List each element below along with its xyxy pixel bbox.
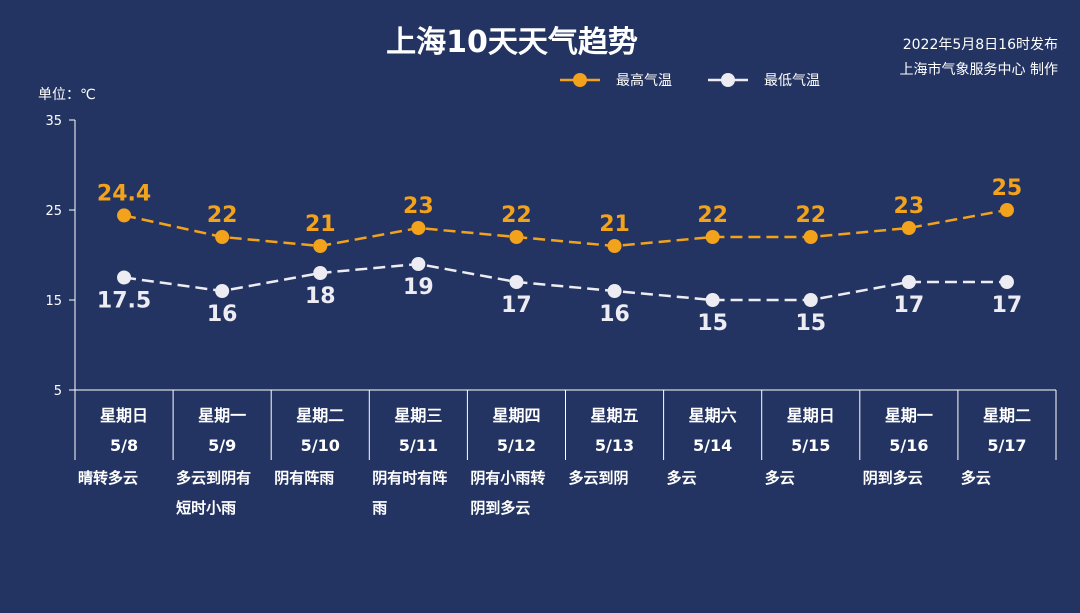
data-label-high: 25 xyxy=(992,176,1023,201)
category-day: 星期四 xyxy=(492,406,540,425)
data-label-low: 17 xyxy=(501,293,532,318)
legend: 最高气温 最低气温 xyxy=(560,72,820,89)
y-tick-label: 5 xyxy=(54,384,62,399)
data-point-low xyxy=(411,257,426,271)
data-point-high xyxy=(313,239,328,253)
category-day: 星期一 xyxy=(198,406,246,425)
category-date: 5/17 xyxy=(987,436,1026,455)
data-point-high xyxy=(411,221,426,235)
legend-label-low: 最低气温 xyxy=(764,73,820,89)
y-tick-label: 25 xyxy=(45,204,62,219)
data-point-low xyxy=(215,284,230,298)
category-date: 5/13 xyxy=(595,436,634,455)
data-point-high xyxy=(509,230,524,244)
data-label-low: 16 xyxy=(207,302,238,327)
legend-marker-high xyxy=(573,73,587,87)
data-point-low xyxy=(607,284,622,298)
category-weather: 晴转多云 xyxy=(78,469,138,487)
category-day: 星期二 xyxy=(296,406,344,425)
category-date: 5/16 xyxy=(889,436,928,455)
category-day: 星期六 xyxy=(689,406,737,425)
data-point-high xyxy=(215,230,230,244)
data-label-low: 18 xyxy=(305,284,336,309)
data-label-high: 21 xyxy=(599,212,630,237)
category-date: 5/14 xyxy=(693,436,732,455)
category-weather: 阴有时有阵 xyxy=(372,469,447,487)
category-day: 星期五 xyxy=(591,406,639,425)
data-label-high: 22 xyxy=(207,203,238,228)
category-day: 星期三 xyxy=(394,406,442,425)
data-point-low xyxy=(705,293,720,307)
data-label-low: 15 xyxy=(697,311,728,336)
y-tick-label: 15 xyxy=(45,294,62,309)
unit-label: 单位：℃ xyxy=(38,87,96,103)
category-weather: 阴到多云 xyxy=(863,469,923,487)
data-point-low xyxy=(803,293,818,307)
category-weather: 多云 xyxy=(961,469,991,487)
category-date: 5/10 xyxy=(301,436,340,455)
category-date: 5/15 xyxy=(791,436,830,455)
category-day: 星期日 xyxy=(787,406,835,425)
legend-marker-low xyxy=(721,73,735,87)
data-point-high xyxy=(117,208,132,223)
category-weather: 多云 xyxy=(667,469,697,487)
category-weather: 阴有小雨转 xyxy=(470,469,545,487)
category-weather: 多云到阴 xyxy=(569,469,629,487)
data-point-high xyxy=(705,230,720,244)
category-day: 星期一 xyxy=(885,406,933,425)
data-point-low xyxy=(117,270,132,285)
data-label-low: 16 xyxy=(599,302,630,327)
data-point-low xyxy=(999,275,1014,289)
chart-title: 上海10天天气趋势 xyxy=(386,25,638,60)
data-label-low: 17 xyxy=(992,293,1023,318)
category-weather: 雨 xyxy=(372,499,387,517)
category-weather: 短时小雨 xyxy=(176,499,236,517)
category-date: 5/9 xyxy=(208,436,236,455)
category-day: 星期二 xyxy=(983,406,1031,425)
data-point-low xyxy=(509,275,524,289)
data-label-high: 23 xyxy=(403,194,434,219)
data-label-low: 17.5 xyxy=(97,289,151,314)
data-label-low: 19 xyxy=(403,275,434,300)
category-weather: 多云 xyxy=(765,469,795,487)
data-label-high: 24.4 xyxy=(97,181,151,206)
data-label-high: 23 xyxy=(894,194,925,219)
data-point-high xyxy=(999,203,1014,217)
series-line-high xyxy=(123,208,1008,248)
data-label-high: 22 xyxy=(697,203,728,228)
category-date: 5/12 xyxy=(497,436,536,455)
data-point-high xyxy=(607,239,622,253)
category-weather: 多云到阴有 xyxy=(176,469,251,487)
data-point-low xyxy=(901,275,916,289)
publisher: 上海市气象服务中心 制作 xyxy=(900,61,1058,78)
axes: 5 15 25 35 xyxy=(45,114,1057,460)
data-label-high: 22 xyxy=(501,203,532,228)
data-point-high xyxy=(901,221,916,235)
data-point-low xyxy=(313,266,328,280)
legend-label-high: 最高气温 xyxy=(616,72,672,89)
series-line-low xyxy=(123,262,1007,302)
publish-time: 2022年5月8日16时发布 xyxy=(903,37,1058,53)
data-label-low: 15 xyxy=(795,311,826,336)
data-point-high xyxy=(803,230,818,244)
category-day: 星期日 xyxy=(100,406,148,425)
data-label-low: 17 xyxy=(894,293,925,318)
data-label-high: 22 xyxy=(795,203,826,228)
category-date: 5/11 xyxy=(399,436,438,455)
y-tick-label: 35 xyxy=(45,114,62,129)
series-layer: 24.4 22 21 23 22 21 22 22 23 25 17.5 16 18 19 17 16 15 15… xyxy=(97,176,1022,336)
category-weather: 阴到多云 xyxy=(470,499,530,517)
category-date: 5/8 xyxy=(110,436,138,455)
category-weather: 阴有阵雨 xyxy=(274,469,334,487)
data-label-high: 21 xyxy=(305,212,336,237)
